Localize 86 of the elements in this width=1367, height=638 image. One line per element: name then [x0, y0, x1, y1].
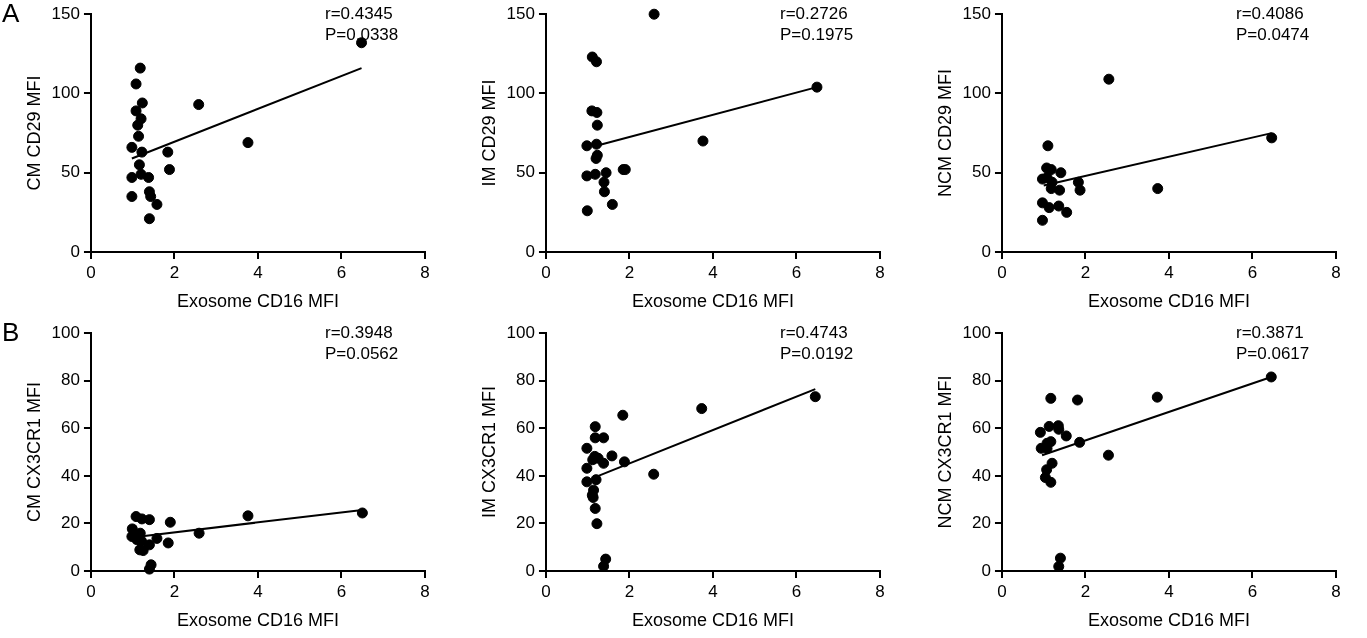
y-axis-title: CM CD29 MFI	[23, 75, 44, 191]
x-tick-label: 4	[708, 262, 718, 282]
y-axis-title: IM CX3CR1 MFI	[478, 386, 499, 519]
y-tick-label: 0	[70, 560, 80, 580]
y-tick-label: 100	[506, 322, 535, 342]
y-tick-label: 60	[972, 418, 991, 438]
y-axis-title: NCM CX3CR1 MFI	[934, 375, 955, 529]
x-tick-label: 4	[1164, 262, 1174, 282]
x-axis-title: Exosome CD16 MFI	[631, 610, 795, 631]
y-tick-label: 150	[51, 3, 80, 23]
y-tick-label: 50	[516, 162, 535, 182]
x-tick-label: 2	[624, 581, 635, 601]
y-tick-label: 0	[70, 241, 80, 261]
x-tick-label: 2	[169, 262, 180, 282]
annotation: P=0.0562	[325, 344, 399, 364]
annotation: P=0.0474	[1236, 25, 1310, 45]
x-tick-label: 0	[541, 581, 551, 601]
y-tick-label: 0	[981, 241, 991, 261]
y-tick-label: 20	[61, 513, 80, 533]
x-tick-label: 8	[1331, 581, 1341, 601]
y-tick-label: 50	[972, 162, 991, 182]
y-tick-label: 0	[525, 241, 535, 261]
annotation: r=0.4345	[325, 4, 393, 24]
x-tick-label: 0	[86, 581, 96, 601]
y-tick-label: 20	[516, 513, 535, 533]
x-tick-label: 2	[1080, 262, 1091, 282]
annotation: r=0.4086	[1236, 4, 1304, 24]
x-axis-title: Exosome CD16 MFI	[1087, 610, 1251, 631]
y-tick-label: 100	[962, 83, 991, 103]
x-tick-label: 6	[1247, 581, 1258, 601]
y-tick-label: 150	[962, 3, 991, 23]
x-tick-label: 6	[1247, 262, 1258, 282]
x-tick-label: 8	[420, 581, 430, 601]
y-tick-label: 100	[962, 322, 991, 342]
y-tick-label: 80	[972, 370, 991, 390]
annotation: P=0.1975	[780, 25, 854, 45]
y-axis-title: NCM CD29 MFI	[934, 69, 955, 198]
x-tick-label: 4	[253, 262, 263, 282]
y-axis-title: CM CX3CR1 MFI	[23, 382, 44, 523]
y-tick-label: 0	[525, 560, 535, 580]
x-tick-label: 0	[997, 581, 1007, 601]
x-tick-label: 0	[86, 262, 96, 282]
x-tick-label: 2	[624, 262, 635, 282]
y-tick-label: 40	[516, 465, 535, 485]
x-axis-title: Exosome CD16 MFI	[631, 291, 795, 312]
y-tick-label: 100	[51, 322, 80, 342]
annotation: r=0.2726	[780, 4, 848, 24]
x-tick-label: 8	[875, 262, 885, 282]
y-tick-label: 40	[61, 465, 80, 485]
y-tick-label: 40	[972, 465, 991, 485]
annotation: P=0.0338	[325, 25, 399, 45]
annotation: P=0.0192	[780, 344, 854, 364]
y-tick-label: 20	[972, 513, 991, 533]
x-tick-label: 4	[253, 581, 263, 601]
chart-title: A	[2, 0, 20, 29]
chart-title: B	[2, 317, 20, 348]
y-tick-label: 60	[61, 418, 80, 438]
annotation: r=0.3871	[1236, 323, 1304, 343]
x-tick-label: 4	[708, 581, 718, 601]
x-tick-label: 0	[541, 262, 551, 282]
x-axis-title: Exosome CD16 MFI	[176, 291, 340, 312]
x-axis-title: Exosome CD16 MFI	[1087, 291, 1251, 312]
x-tick-label: 4	[1164, 581, 1174, 601]
annotation: r=0.4743	[780, 323, 848, 343]
x-axis-title: Exosome CD16 MFI	[176, 610, 340, 631]
x-tick-label: 8	[420, 262, 430, 282]
y-tick-label: 0	[981, 560, 991, 580]
y-tick-label: 150	[506, 3, 535, 23]
y-tick-label: 100	[51, 83, 80, 103]
x-tick-label: 8	[1331, 262, 1341, 282]
y-tick-label: 100	[506, 83, 535, 103]
y-tick-label: 50	[61, 162, 80, 182]
y-tick-label: 80	[61, 370, 80, 390]
x-tick-label: 6	[336, 581, 347, 601]
y-tick-label: 80	[516, 370, 535, 390]
y-axis-title: IM CD29 MFI	[478, 79, 499, 187]
x-tick-label: 2	[1080, 581, 1091, 601]
x-tick-label: 6	[336, 262, 347, 282]
x-tick-label: 6	[791, 262, 802, 282]
x-tick-label: 2	[169, 581, 180, 601]
y-tick-label: 60	[516, 418, 535, 438]
x-tick-label: 8	[875, 581, 885, 601]
x-tick-label: 0	[997, 262, 1007, 282]
x-tick-label: 6	[791, 581, 802, 601]
annotation: r=0.3948	[325, 323, 393, 343]
annotation: P=0.0617	[1236, 344, 1310, 364]
